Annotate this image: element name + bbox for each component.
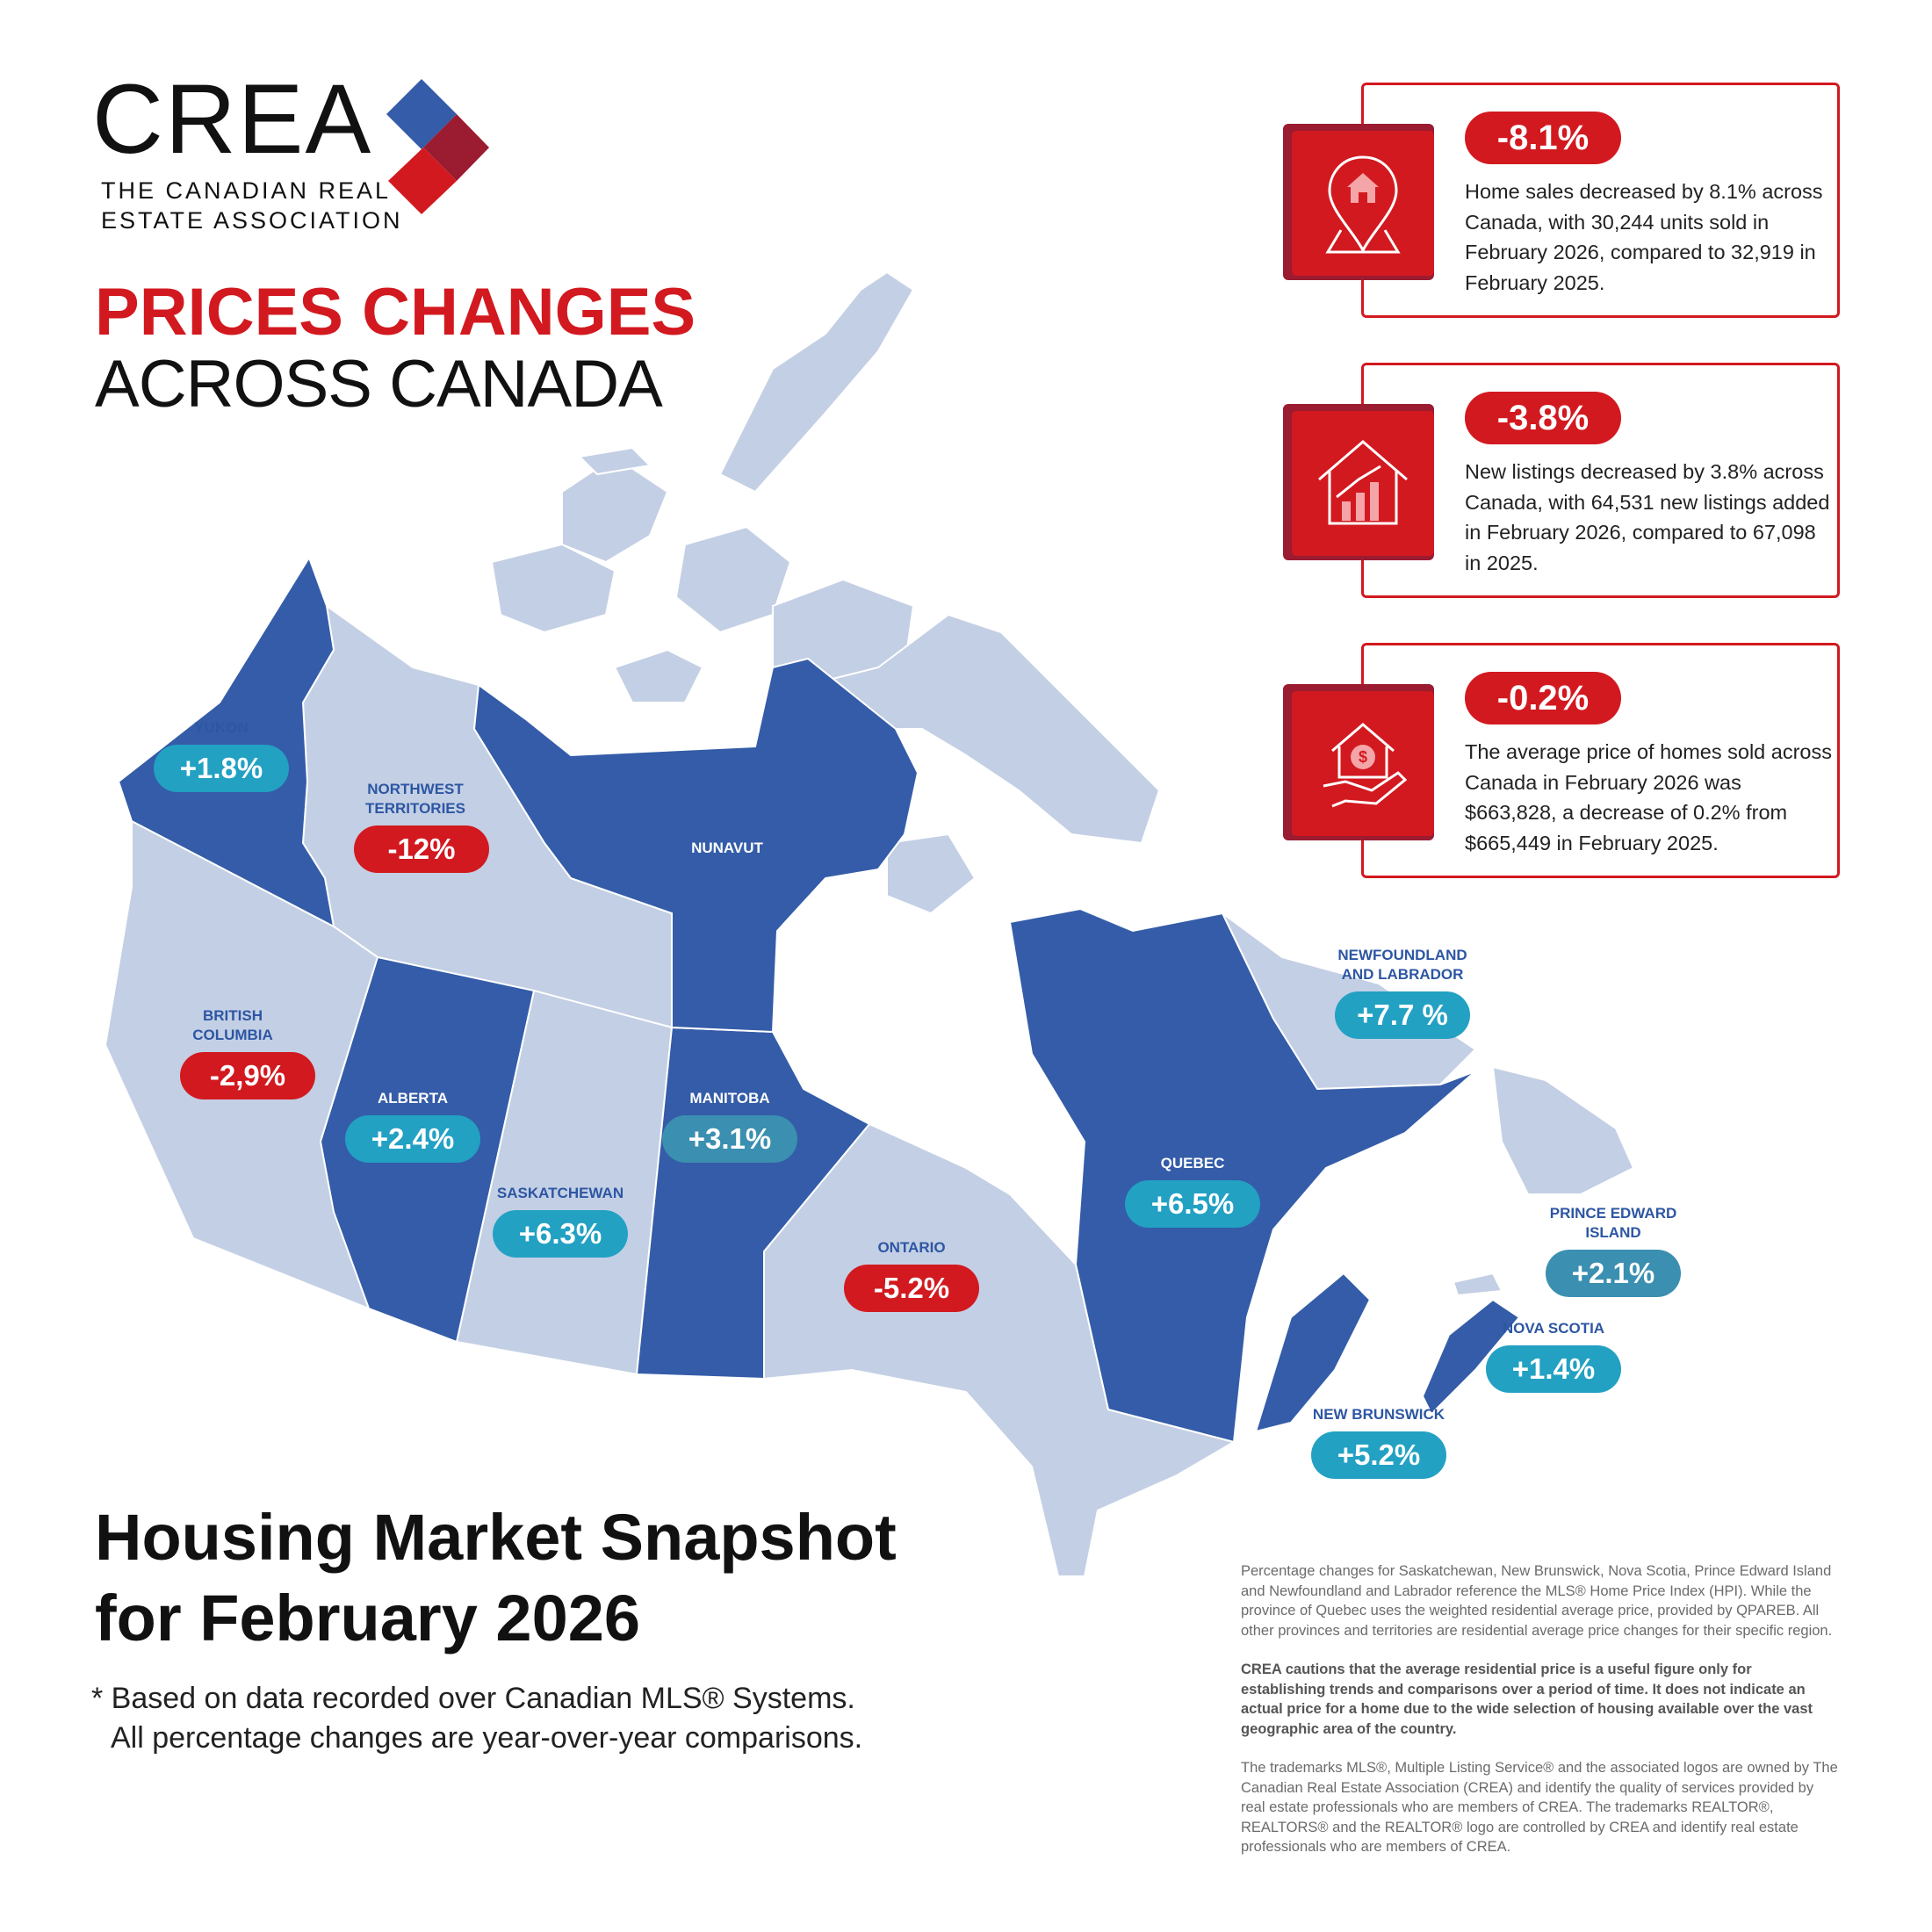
logo-subtitle: THE CANADIAN REAL ESTATE ASSOCIATION bbox=[101, 176, 403, 235]
region-alberta-label: ALBERTA +2.4% bbox=[345, 1089, 480, 1163]
title-line1: PRICES CHANGES bbox=[95, 275, 696, 350]
region-name: BRITISH COLUMBIA bbox=[192, 1007, 273, 1043]
footnote: * Based on data recorded over Canadian M… bbox=[91, 1679, 862, 1758]
arctic-island bbox=[886, 833, 977, 915]
card-value-pill: -8.1% bbox=[1465, 112, 1621, 164]
region-nb-label: NEW BRUNSWICK +5.2% bbox=[1311, 1405, 1446, 1479]
region-nunavut bbox=[472, 657, 919, 1034]
stat-card-home-sales: -8.1% Home sales decreased by 8.1% acros… bbox=[1283, 83, 1840, 318]
region-quebec bbox=[1008, 907, 1476, 1444]
region-pei bbox=[1452, 1272, 1503, 1297]
headline-line1: Housing Market Snapshot bbox=[95, 1501, 897, 1574]
legal-paragraph: Percentage changes for Saskatchewan, New… bbox=[1241, 1563, 1833, 1639]
hand-house-dollar-icon: $ bbox=[1292, 691, 1434, 836]
region-value-pill: +1.8% bbox=[154, 745, 289, 792]
region-name: NEWFOUNDLAND AND LABRADOR bbox=[1337, 947, 1467, 983]
headline-line2: for February 2026 bbox=[95, 1582, 641, 1654]
arctic-island bbox=[490, 543, 616, 634]
stat-card-new-listings: -3.8% New listings decreased by 3.8% acr… bbox=[1283, 363, 1840, 598]
svg-text:$: $ bbox=[1359, 748, 1367, 766]
arctic-island bbox=[805, 613, 1161, 845]
region-nl-island bbox=[1491, 1065, 1635, 1195]
region-value-pill: +6.5% bbox=[1125, 1180, 1260, 1228]
region-value-pill: +1.4% bbox=[1486, 1345, 1621, 1393]
region-name: ONTARIO bbox=[877, 1239, 946, 1256]
region-name: NOVA SCOTIA bbox=[1502, 1320, 1605, 1337]
map-pin-house-icon bbox=[1292, 131, 1434, 276]
region-bc-label: BRITISH COLUMBIA -2,9% bbox=[180, 1006, 315, 1099]
legal-caution: CREA cautions that the average residenti… bbox=[1241, 1662, 1813, 1737]
arctic-island bbox=[561, 455, 669, 564]
region-yukon-label: YUKON +1.8% bbox=[154, 718, 289, 792]
arctic-island bbox=[613, 648, 704, 703]
region-name: PRINCE EDWARD ISLAND bbox=[1549, 1205, 1677, 1241]
logo-subtitle-line2: ESTATE ASSOCIATION bbox=[101, 207, 403, 234]
title-line2: ACROSS CANADA bbox=[95, 347, 663, 422]
logo-wordmark: CREA bbox=[92, 64, 373, 174]
region-value-pill: +3.1% bbox=[662, 1115, 797, 1163]
region-ontario-label: ONTARIO -5.2% bbox=[844, 1238, 979, 1312]
card-description: Home sales decreased by 8.1% across Cana… bbox=[1465, 180, 1823, 294]
region-quebec-label: QUEBEC +6.5% bbox=[1125, 1154, 1260, 1228]
headline: Housing Market Snapshot for February 202… bbox=[95, 1497, 897, 1659]
region-ontario bbox=[763, 1122, 1236, 1577]
arctic-island bbox=[577, 446, 652, 476]
region-manitoba-label: MANITOBA +3.1% bbox=[662, 1089, 797, 1163]
region-value-pill: +5.2% bbox=[1311, 1431, 1446, 1479]
region-nwt-label: NORTHWEST TERRITORIES -12% bbox=[354, 780, 489, 873]
house-chart-icon bbox=[1292, 411, 1434, 556]
logo-subtitle-line1: THE CANADIAN REAL bbox=[101, 177, 392, 204]
region-value-pill: -2,9% bbox=[180, 1052, 315, 1099]
region-value-pill: +6.3% bbox=[493, 1210, 628, 1258]
card-description: The average price of homes sold across C… bbox=[1465, 740, 1832, 854]
region-yukon bbox=[117, 555, 335, 928]
region-ns-label: NOVA SCOTIA +1.4% bbox=[1486, 1319, 1621, 1393]
arctic-island bbox=[718, 270, 915, 494]
footnote-line1: * Based on data recorded over Canadian M… bbox=[91, 1682, 855, 1715]
legal-disclaimer: Percentage changes for Saskatchewan, New… bbox=[1241, 1561, 1838, 1877]
region-pei-label: PRINCE EDWARD ISLAND +2.1% bbox=[1543, 1204, 1683, 1297]
region-value-pill: +2.4% bbox=[345, 1115, 480, 1163]
region-nl-label: NEWFOUNDLAND AND LABRADOR +7.7 % bbox=[1328, 946, 1477, 1039]
card-value-pill: -0.2% bbox=[1465, 672, 1621, 724]
region-name: MANITOBA bbox=[689, 1090, 770, 1107]
region-nb bbox=[1254, 1272, 1372, 1433]
region-name: NORTHWEST TERRITORIES bbox=[365, 781, 465, 817]
region-name: SASKATCHEWAN bbox=[496, 1185, 624, 1201]
region-value-pill: -12% bbox=[354, 825, 489, 873]
region-value-pill: -5.2% bbox=[844, 1265, 979, 1312]
card-value-pill: -3.8% bbox=[1465, 392, 1621, 444]
region-value-pill: +7.7 % bbox=[1335, 991, 1470, 1039]
region-name: NUNAVUT bbox=[691, 840, 763, 856]
region-name: NEW BRUNSWICK bbox=[1312, 1406, 1445, 1423]
region-name: QUEBEC bbox=[1160, 1155, 1225, 1171]
region-value-pill: +2.1% bbox=[1546, 1250, 1681, 1297]
region-nunavut-label: NUNAVUT bbox=[691, 839, 763, 858]
region-name: ALBERTA bbox=[378, 1090, 448, 1107]
region-saskatchewan-label: SASKATCHEWAN +6.3% bbox=[493, 1184, 628, 1258]
legal-trademarks: The trademarks MLS®, Multiple Listing Se… bbox=[1241, 1760, 1838, 1855]
logo-diamond-icon bbox=[386, 79, 489, 214]
card-description: New listings decreased by 3.8% across Ca… bbox=[1465, 460, 1830, 574]
region-ns bbox=[1421, 1298, 1521, 1416]
stat-card-average-price: $ -0.2% The average price of homes sold … bbox=[1283, 643, 1840, 878]
footnote-line2: All percentage changes are year-over-yea… bbox=[111, 1721, 863, 1755]
region-name: YUKON bbox=[194, 719, 249, 736]
